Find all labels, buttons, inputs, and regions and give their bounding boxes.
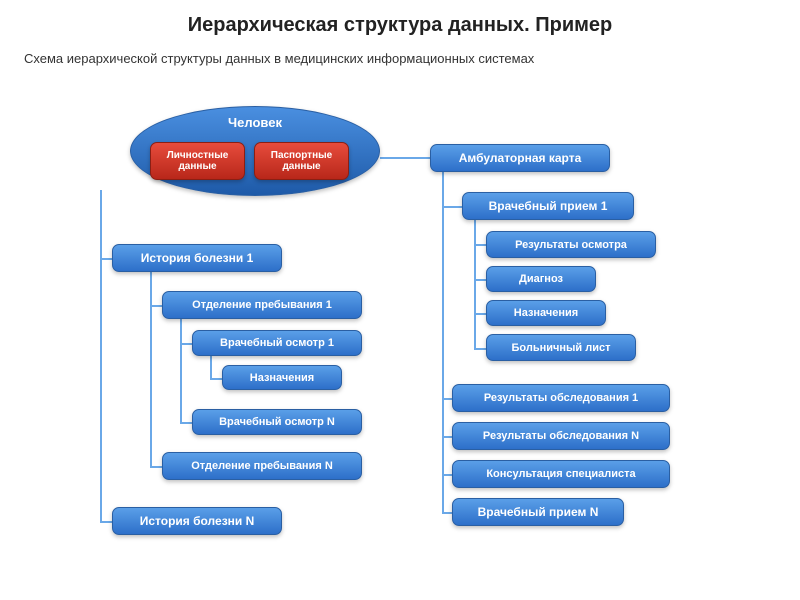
connector-line	[442, 436, 452, 438]
node-sick: Больничный лист	[486, 334, 636, 361]
node-label: Результаты обследования N	[483, 430, 639, 442]
node-visit1: Врачебный прием 1	[462, 192, 634, 220]
node-dept1: Отделение пребывания 1	[162, 291, 362, 319]
connector-line	[442, 172, 444, 512]
connector-line	[100, 258, 112, 260]
node-amb: Амбулаторная карта	[430, 144, 610, 172]
node-label: Врачебный прием 1	[489, 199, 608, 213]
node-label: Отделение пребывания N	[191, 460, 333, 472]
connector-line	[474, 313, 486, 315]
node-consult: Консультация специалиста	[452, 460, 670, 488]
connector-line	[150, 305, 162, 307]
node-label: Диагноз	[519, 273, 563, 285]
node-results: Результаты осмотра	[486, 231, 656, 258]
connector-line	[100, 190, 102, 521]
connector-line	[442, 512, 452, 514]
node-assign1: Назначения	[222, 365, 342, 390]
node-survey1: Результаты обследования 1	[452, 384, 670, 412]
connector-line	[180, 319, 182, 422]
page-subtitle: Схема иерархической структуры данных в м…	[0, 37, 800, 66]
node-label: Отделение пребывания 1	[192, 299, 332, 311]
connector-line	[180, 422, 192, 424]
inner-node-label: Личностные данные	[155, 150, 240, 172]
node-label: Консультация специалиста	[486, 468, 635, 480]
connector-line	[474, 279, 486, 281]
inner-node-label: Паспортные данные	[259, 150, 344, 172]
node-assign2: Назначения	[486, 300, 606, 326]
node-label: Врачебный прием N	[478, 505, 599, 519]
node-label: Назначения	[514, 307, 578, 319]
node-label: Врачебный осмотр 1	[220, 337, 334, 349]
node-label: Больничный лист	[511, 342, 610, 354]
page-title: Иерархическая структура данных. Пример	[0, 0, 800, 37]
node-deptN: Отделение пребывания N	[162, 452, 362, 480]
connector-line	[474, 244, 486, 246]
node-label: Амбулаторная карта	[459, 151, 582, 165]
connector-line	[150, 272, 152, 466]
connector-line	[474, 348, 486, 350]
connector-line	[442, 398, 452, 400]
diagram-canvas: Человек Личностные данные Паспортные данны…	[0, 90, 800, 600]
connector-line	[180, 343, 192, 345]
node-label: История болезни N	[140, 514, 255, 528]
node-examN: Врачебный осмотр N	[192, 409, 362, 435]
node-label: Результаты обследования 1	[484, 392, 638, 404]
node-label: Врачебный осмотр N	[219, 416, 335, 428]
node-visitN: Врачебный прием N	[452, 498, 624, 526]
node-diag: Диагноз	[486, 266, 596, 292]
connector-line	[380, 157, 430, 159]
inner-node-0: Личностные данные	[150, 142, 245, 180]
node-label: Назначения	[250, 372, 314, 384]
connector-line	[100, 521, 112, 523]
connector-line	[210, 356, 212, 378]
connector-line	[442, 474, 452, 476]
node-label: История болезни 1	[141, 251, 254, 265]
inner-node-1: Паспортные данные	[254, 142, 349, 180]
node-exam1: Врачебный осмотр 1	[192, 330, 362, 356]
node-hist1: История болезни 1	[112, 244, 282, 272]
connector-line	[210, 378, 222, 380]
connector-line	[474, 220, 476, 348]
connector-line	[442, 206, 462, 208]
node-histN: История болезни N	[112, 507, 282, 535]
root-ellipse-label: Человек	[228, 115, 282, 130]
connector-line	[150, 466, 162, 468]
node-surveyN: Результаты обследования N	[452, 422, 670, 450]
node-label: Результаты осмотра	[515, 239, 627, 251]
